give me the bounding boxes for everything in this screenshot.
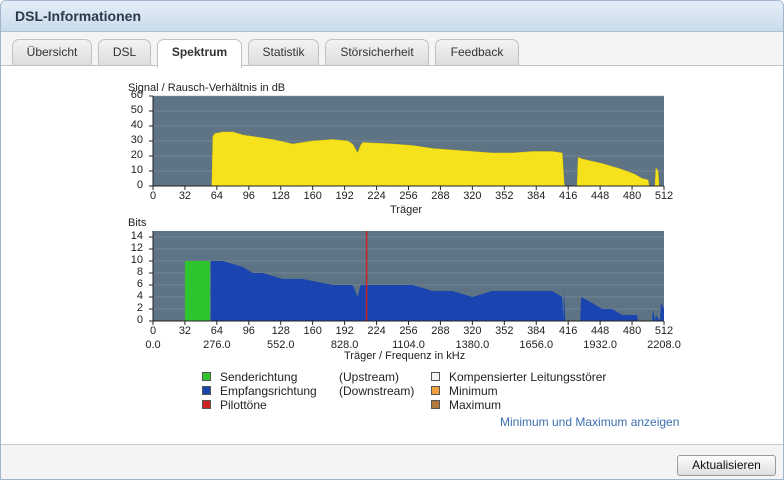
x-tick-label: 96 bbox=[242, 325, 255, 337]
downstream-area bbox=[210, 261, 664, 321]
legend-compensated-swatch bbox=[431, 372, 440, 381]
tab-uebersicht[interactable]: Übersicht bbox=[12, 39, 92, 66]
legend-upstream-label: Senderichtung bbox=[220, 370, 298, 384]
legend-downstream-direction: (Downstream) bbox=[339, 384, 415, 398]
legend-pilot-label: Pilottöne bbox=[220, 398, 267, 412]
tab-divider bbox=[1, 65, 783, 66]
x-tick-label: 352 bbox=[495, 190, 514, 202]
x-tick-label: 64 bbox=[210, 325, 223, 337]
bits-chart-title: Bits bbox=[128, 217, 147, 229]
y-tick-label: 14 bbox=[130, 230, 143, 242]
x-tick-label: 0 bbox=[149, 325, 157, 337]
y-tick-label: 10 bbox=[130, 254, 143, 266]
x-tick-label: 32 bbox=[178, 325, 192, 337]
x-tick-label: 224 bbox=[367, 325, 386, 337]
footer-divider bbox=[1, 444, 783, 445]
x-tick-label: 128 bbox=[271, 190, 290, 202]
x-tick-label: 320 bbox=[463, 190, 482, 202]
x-tick-label: 160 bbox=[303, 190, 322, 202]
snr-chart-title: Signal / Rausch-Verhältnis in dB bbox=[128, 82, 286, 94]
x-tick-label: 256 bbox=[399, 190, 418, 202]
x-tick-label: 128 bbox=[271, 325, 290, 337]
upstream-area bbox=[184, 261, 210, 321]
y-tick-label: 40 bbox=[130, 119, 143, 131]
frequency-tick-label: 1656.0 bbox=[519, 339, 554, 351]
x-tick-label: 64 bbox=[210, 190, 223, 202]
x-tick-label: 448 bbox=[590, 325, 610, 337]
legend-downstream-label: Empfangsrichtung bbox=[220, 384, 317, 398]
legend-upstream-swatch bbox=[202, 372, 211, 381]
legend-maximum-swatch bbox=[431, 400, 440, 409]
x-tick-label: 512 bbox=[654, 325, 674, 337]
tab-stoersicherheit[interactable]: Störsicherheit bbox=[325, 39, 429, 66]
refresh-button[interactable]: Aktualisieren bbox=[677, 455, 776, 476]
x-tick-label: 320 bbox=[463, 325, 482, 337]
tab-statistik[interactable]: Statistik bbox=[248, 39, 319, 66]
show-min-max-link[interactable]: Minimum und Maximum anzeigen bbox=[500, 415, 680, 429]
x-tick-label: 512 bbox=[654, 190, 674, 202]
x-tick-label: 224 bbox=[367, 190, 386, 202]
y-tick-label: 30 bbox=[130, 134, 143, 146]
frequency-tick-label: 1380.0 bbox=[455, 339, 490, 351]
x-tick-label: 352 bbox=[495, 325, 514, 337]
y-tick-label: 6 bbox=[136, 278, 143, 290]
tab-dsl[interactable]: DSL bbox=[98, 39, 151, 66]
x-tick-label: 256 bbox=[399, 325, 418, 337]
y-tick-label: 60 bbox=[130, 89, 143, 101]
y-tick-label: 12 bbox=[130, 242, 143, 254]
legend-maximum-label: Maximum bbox=[449, 398, 502, 412]
y-tick-label: 0 bbox=[136, 314, 143, 326]
legend-compensated-label: Kompensierter Leitungsstörer bbox=[449, 370, 607, 384]
bits-x-axis-label: Träger / Frequenz in kHz bbox=[344, 350, 466, 362]
title-bar: DSL-Informationen bbox=[1, 1, 783, 32]
frequency-tick-label: 1932.0 bbox=[583, 339, 617, 351]
x-tick-label: 0 bbox=[149, 190, 157, 202]
y-tick-label: 8 bbox=[136, 266, 143, 278]
x-tick-label: 384 bbox=[527, 190, 546, 202]
legend-downstream-swatch bbox=[202, 386, 211, 395]
x-tick-label: 448 bbox=[590, 190, 610, 202]
y-tick-label: 2 bbox=[136, 302, 143, 314]
snr-area bbox=[153, 131, 664, 187]
legend-minimum-label: Minimum bbox=[449, 384, 498, 398]
tab-feedback[interactable]: Feedback bbox=[435, 39, 519, 66]
tab-spektrum[interactable]: Spektrum bbox=[157, 39, 242, 68]
x-tick-label: 96 bbox=[242, 190, 255, 202]
x-tick-label: 288 bbox=[431, 325, 450, 337]
x-tick-label: 32 bbox=[178, 190, 192, 202]
x-tick-label: 416 bbox=[559, 190, 578, 202]
frequency-tick-label: 552.0 bbox=[266, 339, 295, 351]
y-tick-label: 50 bbox=[130, 104, 143, 116]
x-tick-label: 480 bbox=[622, 190, 642, 202]
x-tick-label: 416 bbox=[559, 325, 578, 337]
x-tick-label: 192 bbox=[335, 190, 354, 202]
y-tick-label: 4 bbox=[136, 290, 143, 302]
window-title: DSL-Informationen bbox=[15, 8, 141, 24]
legend-pilot-swatch bbox=[202, 400, 211, 409]
frequency-tick-label: 276.0 bbox=[203, 339, 231, 351]
frequency-tick-label: 1104.0 bbox=[392, 339, 425, 351]
snr-x-axis-label: Träger bbox=[390, 204, 422, 216]
legend-minimum-swatch bbox=[431, 386, 440, 395]
legend-upstream-direction: (Upstream) bbox=[339, 370, 400, 384]
y-tick-label: 10 bbox=[130, 164, 143, 176]
x-tick-label: 384 bbox=[527, 325, 546, 337]
frequency-tick-label: 2208.0 bbox=[647, 339, 681, 351]
frequency-tick-label: 828.0 bbox=[330, 339, 359, 351]
y-tick-label: 20 bbox=[130, 149, 143, 161]
x-tick-label: 192 bbox=[335, 325, 354, 337]
frequency-tick-label: 0.0 bbox=[145, 339, 161, 351]
x-tick-label: 160 bbox=[303, 325, 322, 337]
x-tick-label: 288 bbox=[431, 190, 450, 202]
y-tick-label: 0 bbox=[136, 179, 143, 191]
x-tick-label: 480 bbox=[622, 325, 642, 337]
